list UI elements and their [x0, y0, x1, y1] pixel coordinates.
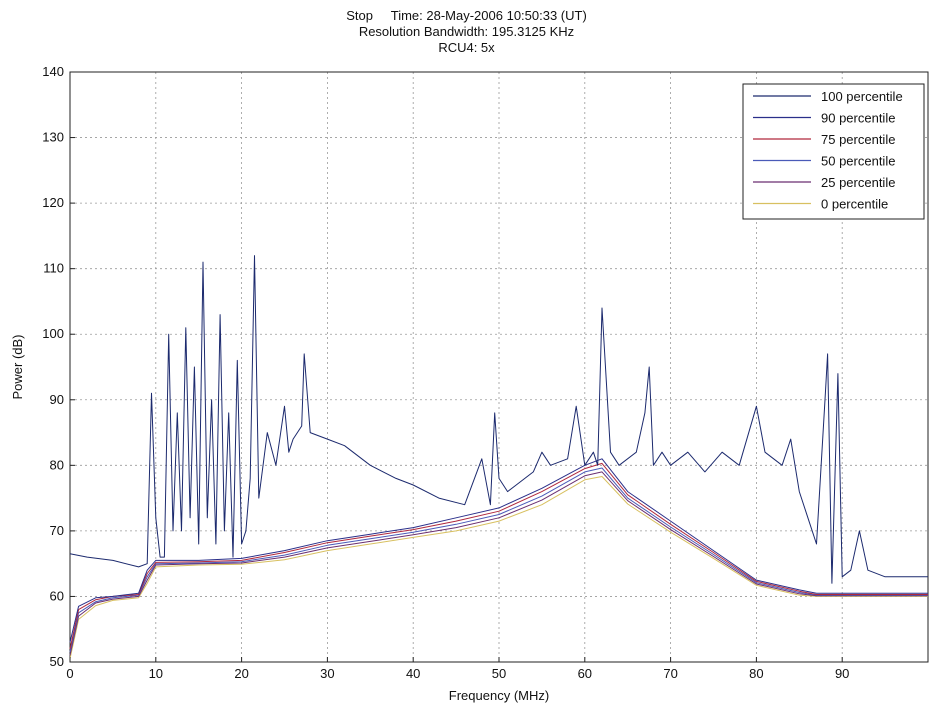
legend-entry-label: 25 percentile: [821, 175, 895, 190]
y-tick-label: 60: [50, 588, 64, 603]
legend-entry-label: 75 percentile: [821, 132, 895, 147]
y-tick-label: 90: [50, 392, 64, 407]
series-line-50-percentile: [69, 467, 928, 653]
series-line-25-percentile: [69, 471, 928, 656]
y-tick-label: 110: [43, 261, 64, 276]
chart-title-line2: Resolution Bandwidth: 195.3125 KHz: [358, 24, 575, 39]
legend-entry-label: 100 percentile: [821, 89, 903, 104]
x-axis-label: Frequency (MHz): [449, 688, 549, 703]
legend-entry-label: 50 percentile: [821, 154, 895, 169]
y-tick-label: 80: [50, 457, 64, 472]
chart-title-line1: Stop Time: 28-May-2006 10:50:33 (UT): [346, 8, 587, 23]
legend-box: [742, 83, 925, 220]
y-tick-label: 120: [42, 195, 64, 210]
x-tick-label: 40: [406, 666, 420, 681]
y-tick-label: 100: [42, 326, 64, 341]
y-tick-label: 70: [50, 523, 64, 538]
y-tick-label: 50: [50, 654, 64, 669]
x-tick-label: 20: [234, 666, 248, 681]
series-line-75-percentile: [69, 462, 928, 650]
x-tick-label: 90: [835, 666, 849, 681]
x-tick-label: 30: [320, 666, 334, 681]
chart-title-line3: RCU4: 5x: [438, 40, 495, 55]
y-tick-label: 130: [42, 130, 64, 145]
x-tick-label: 0: [66, 666, 73, 681]
y-tick-label: 140: [42, 64, 64, 79]
x-tick-label: 60: [578, 666, 592, 681]
x-tick-label: 50: [492, 666, 506, 681]
legend-entry-label: 0 percentile: [821, 197, 888, 212]
y-axis-label: Power (dB): [10, 334, 25, 399]
x-tick-label: 10: [149, 666, 163, 681]
series-line-100-percentile: [69, 255, 928, 584]
x-tick-label: 80: [749, 666, 763, 681]
legend: 100 percentile 90 percentile 75 percentile…: [742, 83, 925, 220]
series-line-90-percentile: [69, 458, 928, 643]
x-tick-label: 70: [663, 666, 677, 681]
legend-entry-label: 90 percentile: [821, 111, 895, 126]
series-line-0-percentile: [69, 476, 928, 659]
